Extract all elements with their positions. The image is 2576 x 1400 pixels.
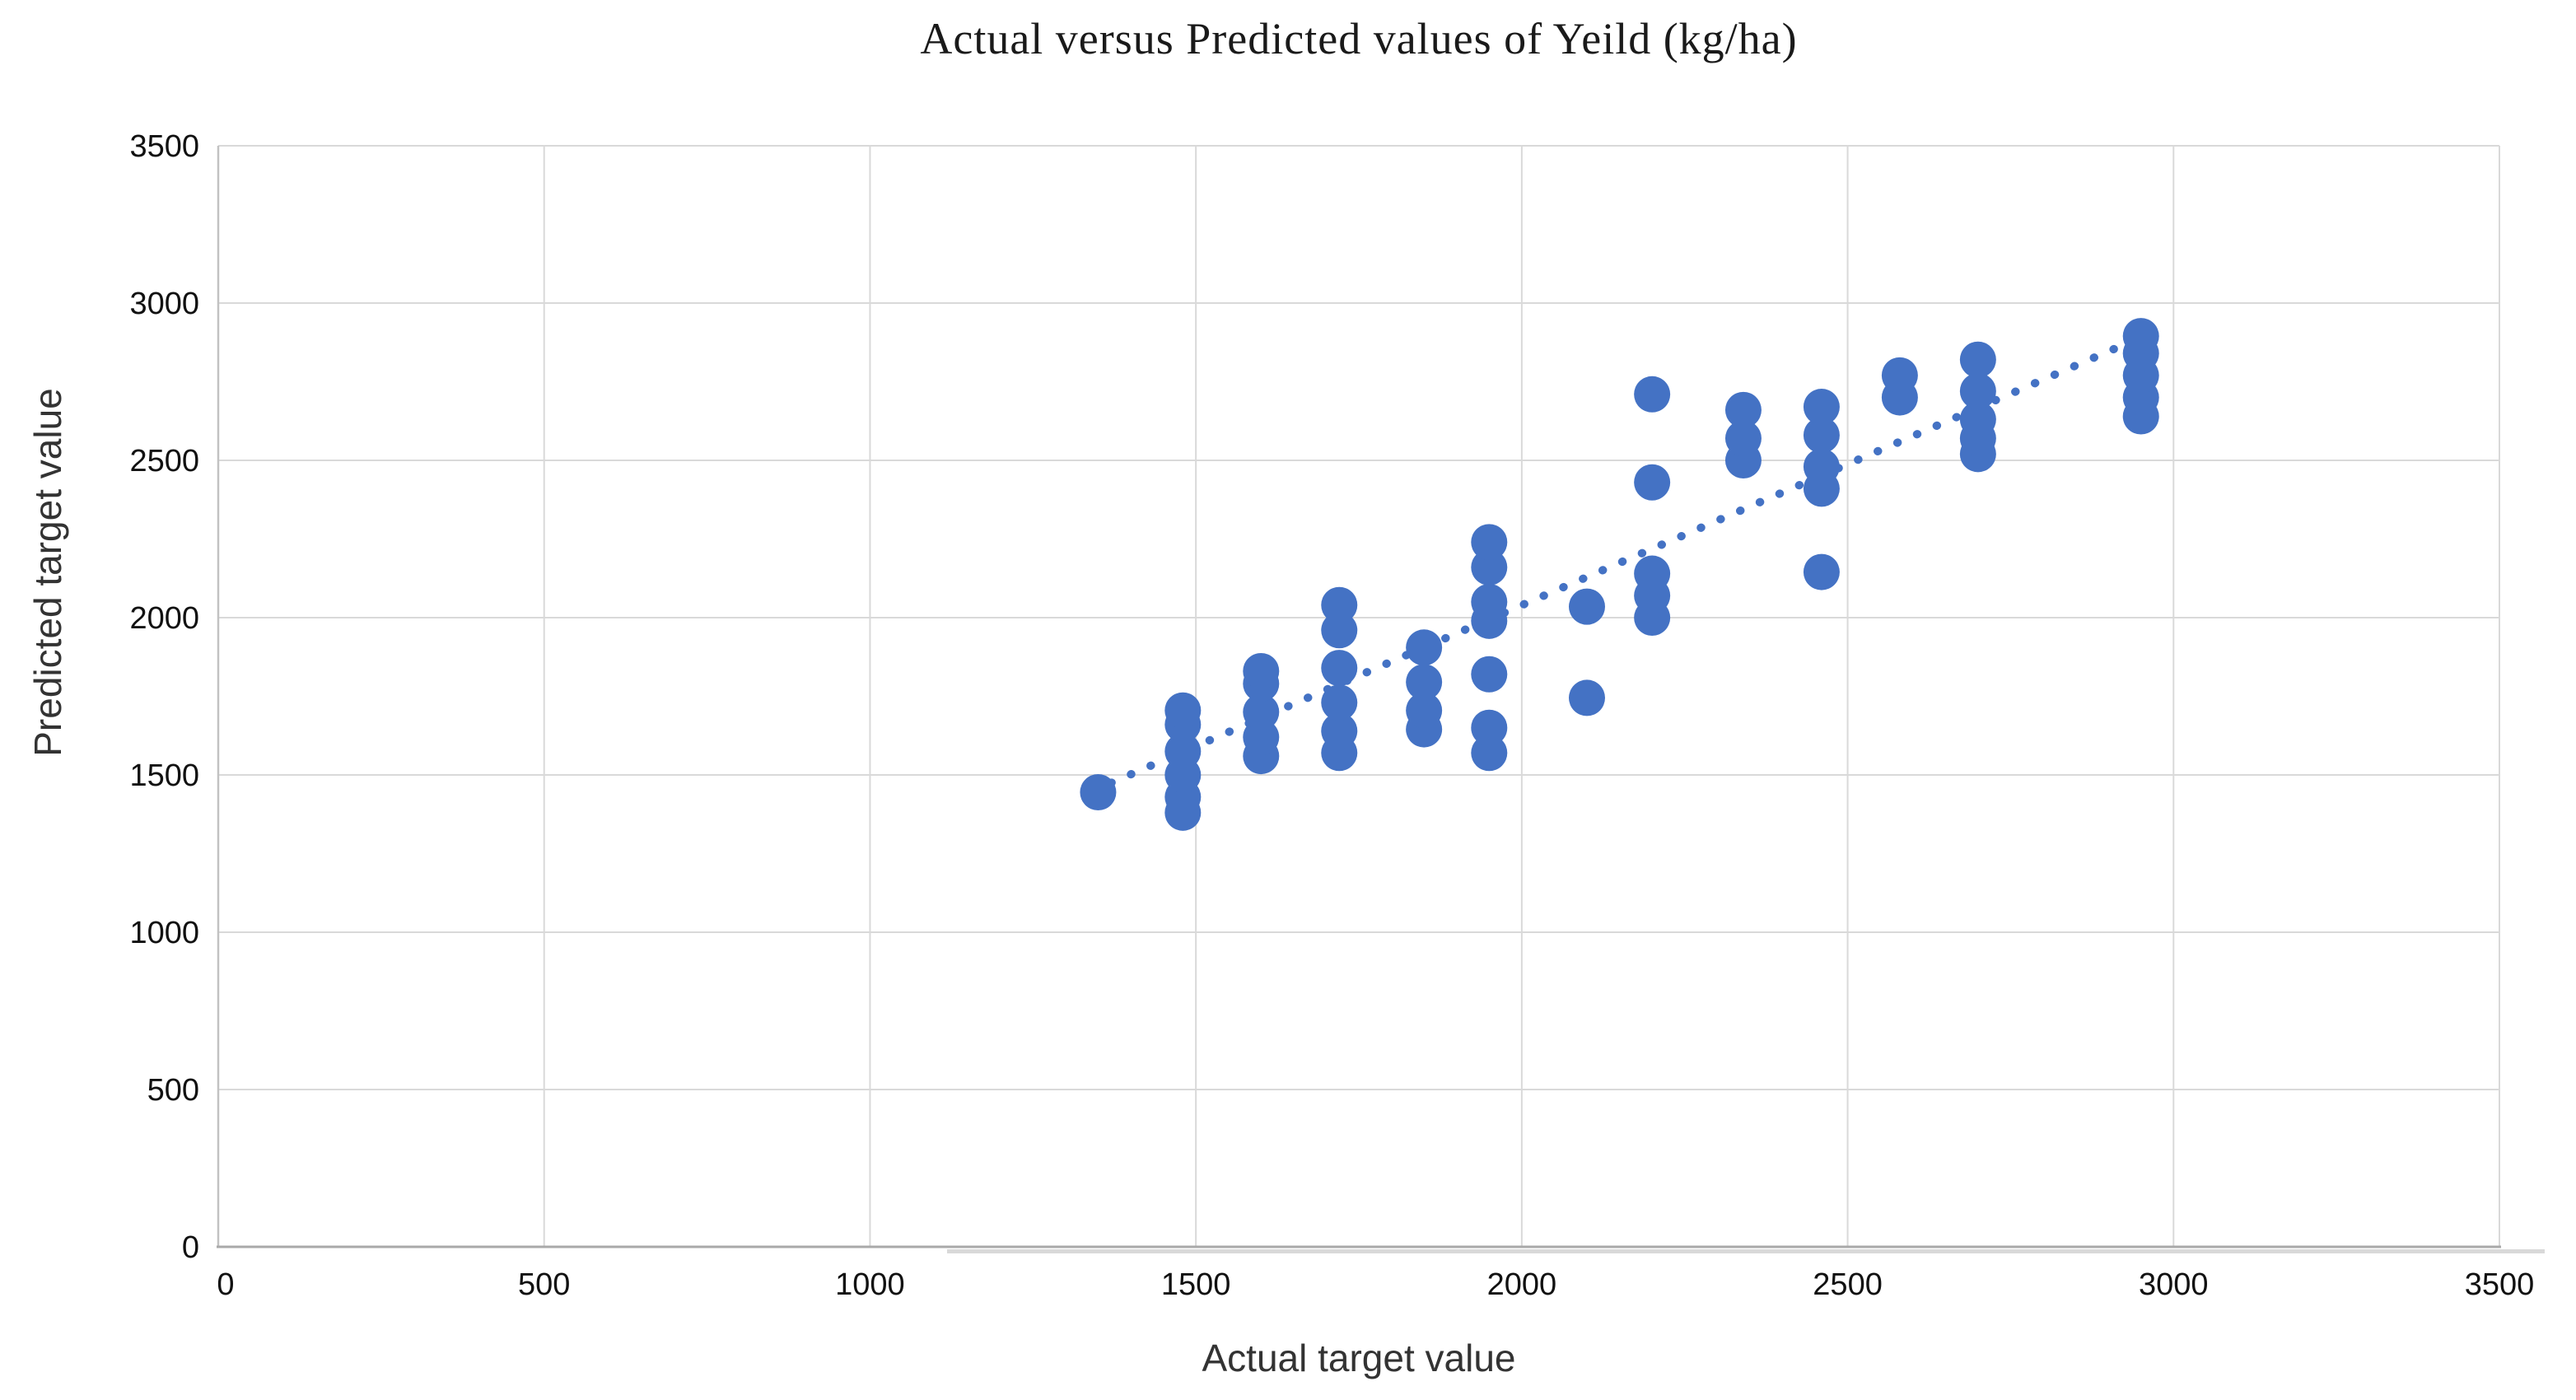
scatter-point	[2122, 318, 2159, 355]
scatter-point	[1471, 656, 1508, 693]
scatter-point	[1881, 357, 1918, 394]
y-tick-label: 2000	[129, 601, 199, 636]
y-tick-label: 2500	[129, 444, 199, 478]
y-tick-label: 0	[182, 1230, 199, 1265]
scatter-point	[1471, 583, 1508, 620]
x-tick-label: 3000	[2139, 1267, 2209, 1302]
x-tick-label: 3500	[2465, 1267, 2535, 1302]
axis-shadow	[947, 1249, 2545, 1253]
y-tick-label: 1000	[129, 916, 199, 950]
scatter-point	[1569, 588, 1605, 625]
scatter-point	[1959, 341, 1996, 378]
scatter-point	[1406, 629, 1443, 666]
scatter-point	[1321, 712, 1358, 749]
scatter-point	[1959, 372, 1996, 409]
scatter-point	[1321, 612, 1358, 649]
y-tick-label: 3000	[129, 287, 199, 321]
scatter-point	[1959, 401, 1996, 438]
x-tick-label: 500	[518, 1267, 570, 1302]
scatter-point	[1803, 553, 1840, 590]
scatter-point	[1243, 719, 1280, 756]
scatter-point	[1803, 417, 1840, 454]
scatter-point	[1569, 679, 1605, 716]
scatter-point	[1724, 391, 1762, 428]
scatter-point	[1321, 586, 1358, 623]
scatter-point	[1724, 420, 1762, 457]
x-tick-label: 1000	[835, 1267, 905, 1302]
scatter-point	[1803, 389, 1840, 426]
scatter-point	[1321, 650, 1358, 687]
y-tick-label: 1500	[129, 758, 199, 793]
x-axis-title: Actual target value	[1202, 1337, 1516, 1379]
scatter-point	[1406, 664, 1443, 701]
scatter-point	[1471, 524, 1508, 561]
scatter-point	[1634, 464, 1671, 501]
scatter-point	[1471, 735, 1508, 772]
scatter-point	[1471, 709, 1508, 746]
chart-title: Actual versus Predicted values of Yeild …	[920, 14, 1798, 63]
scatter-point	[1164, 692, 1202, 729]
scatter-point	[1471, 548, 1508, 586]
scatter-point	[1080, 774, 1117, 811]
x-tick-label: 1500	[1161, 1267, 1231, 1302]
y-tick-label: 3500	[129, 129, 199, 164]
scatter-point	[1803, 448, 1840, 485]
scatter-point	[1634, 376, 1671, 413]
x-tick-label: 2000	[1487, 1267, 1557, 1302]
x-tick-label: 0	[217, 1267, 234, 1302]
scatter-point	[1634, 555, 1671, 592]
x-tick-label: 2500	[1813, 1267, 1883, 1302]
scatter-point	[1243, 693, 1280, 730]
scatter-point	[1321, 684, 1358, 721]
scatter-point	[1164, 733, 1202, 770]
scatter-point	[1243, 652, 1280, 689]
y-tick-label: 500	[147, 1073, 199, 1108]
scatter-point	[1406, 692, 1443, 729]
